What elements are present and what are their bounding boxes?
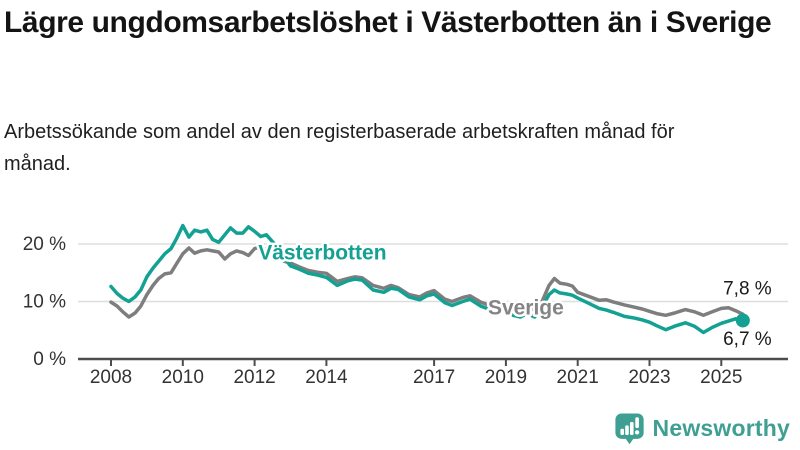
x-tick-label: 2008 [90, 367, 132, 388]
logo-exclamation-dot [634, 430, 639, 435]
x-tick-label: 2023 [628, 367, 670, 388]
brand-name: Newsworthy [652, 415, 790, 441]
x-tick-label: 2014 [305, 367, 348, 388]
y-tick-label: 20 % [23, 234, 66, 255]
newsworthy-logo-icon [614, 413, 644, 445]
y-tick-label: 0 % [33, 349, 66, 370]
x-tick-label: 2012 [233, 367, 275, 388]
x-tick-label: 2017 [413, 367, 455, 388]
x-tick-label: 2010 [162, 367, 204, 388]
brand-footer: Newsworthy [614, 412, 790, 445]
logo-bar-small [619, 428, 624, 435]
line-chart: 2008 2010 2012 2014 2017 2019 2021 2023 2025 20 %… [0, 205, 800, 400]
x-tick-label: 2019 [485, 367, 527, 388]
series-line-västerbotten [109, 223, 745, 335]
series-label-sverige: Sverige [488, 297, 564, 320]
series-line-sverige [109, 245, 745, 319]
logo-bar-tall [629, 422, 634, 435]
line-chart-canvas: 2008 2010 2012 2014 2017 2019 2021 2023 2025 20 %… [23, 223, 788, 388]
series-end-dot [735, 313, 750, 328]
end-value-label: 7,8 % [723, 279, 772, 300]
y-tick-label: 10 % [23, 292, 66, 313]
chart-subtitle: Arbetssökande som andel av den registerb… [4, 121, 675, 175]
logo-exclamation-bar [634, 417, 639, 429]
x-tick-label: 2025 [700, 367, 742, 388]
page-title: Lägre ungdomsarbetslöshet i Västerbotten… [4, 6, 772, 39]
logo-bar-medium [624, 425, 629, 435]
series-label-västerbotten: Västerbotten [258, 242, 386, 265]
end-value-label: 6,7 % [723, 329, 772, 350]
x-tick-label: 2021 [557, 367, 599, 388]
